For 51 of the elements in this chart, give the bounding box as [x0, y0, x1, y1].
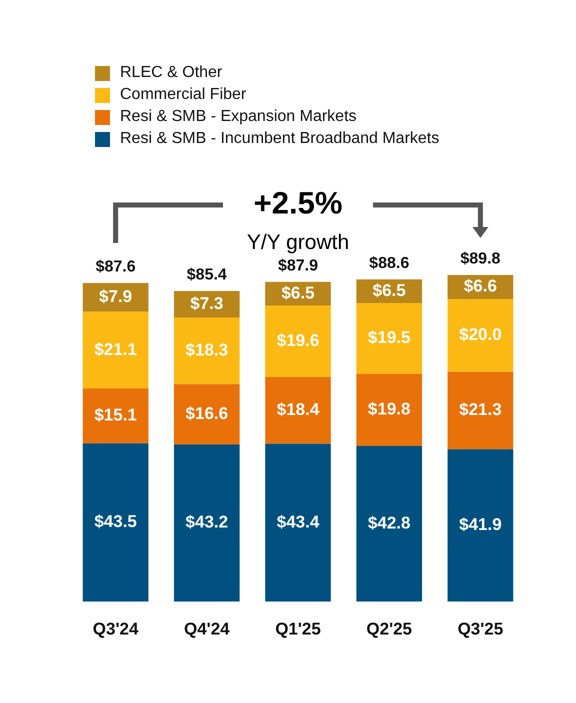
data-label: $7.3	[190, 294, 224, 313]
legend-label: Resi & SMB - Incumbent Broadband Markets	[120, 129, 440, 149]
bar	[356, 303, 422, 374]
data-label: $43.5	[94, 512, 137, 532]
data-label: $6.6	[464, 276, 497, 296]
text: +2.5%	[254, 186, 342, 221]
legend-label: Commercial Fiber	[120, 85, 246, 105]
total-label: $87.9	[278, 257, 318, 274]
bar	[174, 318, 240, 384]
bar	[356, 374, 422, 446]
bar	[265, 444, 331, 602]
bar	[174, 444, 240, 602]
total-label: $87.6	[96, 258, 136, 276]
data-label: $18.4	[276, 400, 320, 419]
bar	[448, 372, 514, 450]
bar	[82, 312, 148, 388]
data-label: $41.9	[459, 515, 502, 534]
data-label: $18.3	[186, 340, 228, 360]
bar	[448, 299, 514, 372]
bar	[174, 384, 240, 444]
data-label: $6.5	[281, 283, 315, 302]
bar	[82, 388, 148, 444]
data-label: $19.8	[368, 400, 410, 419]
data-label: $16.6	[186, 404, 228, 423]
total-label: $89.8	[460, 250, 501, 268]
data-label: $7.9	[99, 287, 132, 306]
bar	[265, 306, 331, 377]
data-label: $21.1	[94, 340, 137, 359]
legend-label: RLEC & Other	[120, 63, 222, 83]
bar	[356, 446, 422, 602]
bar	[448, 449, 514, 602]
x-tick-label: Q3'24	[92, 619, 139, 638]
data-label: $43.2	[186, 512, 228, 532]
data-label: $21.3	[459, 400, 502, 420]
total-label: $88.6	[369, 254, 410, 272]
text: Y/Y growth	[246, 230, 350, 254]
legend-label: Resi & SMB - Expansion Markets	[120, 107, 357, 127]
data-label: $43.4	[276, 512, 320, 532]
data-label: $19.6	[276, 330, 320, 350]
data-label: $15.1	[94, 406, 137, 425]
data-label: $6.5	[372, 280, 406, 300]
x-tick-label: Q3'25	[458, 619, 504, 638]
data-label: $19.5	[368, 328, 410, 348]
x-tick-label: Q2'25	[366, 619, 412, 638]
x-tick-label: Q4'24	[184, 619, 230, 638]
x-tick-label: Q1'25	[275, 619, 321, 638]
bar	[82, 443, 148, 602]
data-label: $20.0	[459, 325, 502, 344]
data-label: $42.8	[368, 513, 410, 532]
bar	[265, 376, 331, 444]
total-label: $85.4	[186, 266, 227, 284]
